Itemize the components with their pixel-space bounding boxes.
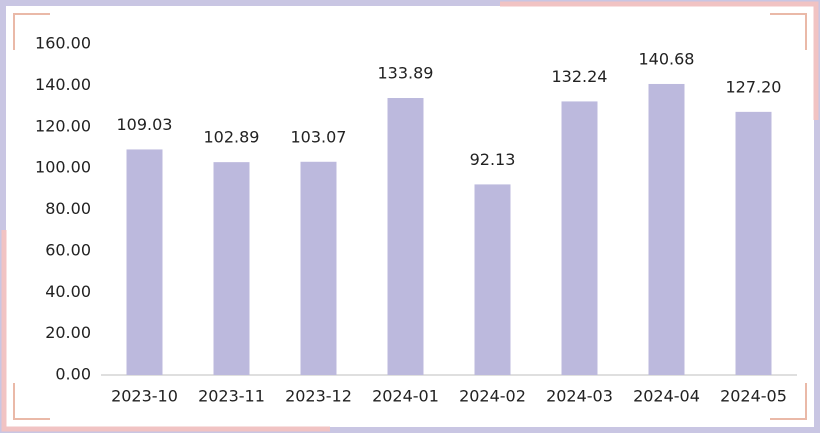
y-tick-label: 20.00	[45, 323, 91, 342]
bar	[735, 111, 772, 375]
frame-bracket	[770, 13, 807, 50]
frame-corner	[500, 1, 819, 120]
bar	[387, 98, 424, 375]
bar	[561, 101, 598, 375]
x-tick-label: 2024-02	[459, 387, 526, 406]
frame-bracket	[13, 383, 50, 420]
bar	[126, 149, 163, 375]
value-label: 109.03	[117, 115, 173, 134]
x-tick-label: 2024-03	[546, 387, 613, 406]
frame-bracket	[13, 13, 50, 50]
x-tick-label: 2023-12	[285, 387, 352, 406]
x-tick-label: 2023-11	[198, 387, 265, 406]
x-tick-label: 2024-01	[372, 387, 439, 406]
value-label: 102.89	[204, 128, 260, 147]
y-tick-label: 120.00	[35, 116, 91, 135]
frame-corner	[1, 230, 330, 432]
x-tick-label: 2024-04	[633, 387, 700, 406]
y-tick-label: 100.00	[35, 158, 91, 177]
y-tick-label: 40.00	[45, 282, 91, 301]
x-tick-label: 2023-10	[111, 387, 178, 406]
bar	[648, 83, 685, 375]
value-label: 127.20	[726, 77, 782, 96]
y-tick-label: 160.00	[35, 34, 91, 53]
value-label: 132.24	[552, 67, 608, 86]
y-tick-label: 60.00	[45, 240, 91, 259]
bar	[474, 184, 511, 375]
value-label: 103.07	[291, 127, 347, 146]
bar	[213, 162, 250, 375]
y-tick-label: 140.00	[35, 75, 91, 94]
y-tick-label: 80.00	[45, 199, 91, 218]
frame-bracket	[770, 383, 807, 420]
value-label: 92.13	[470, 150, 516, 169]
x-tick-label: 2024-05	[720, 387, 787, 406]
value-label: 140.68	[639, 49, 695, 68]
value-label: 133.89	[378, 64, 434, 83]
bar	[300, 161, 337, 375]
y-tick-label: 0.00	[55, 365, 91, 384]
